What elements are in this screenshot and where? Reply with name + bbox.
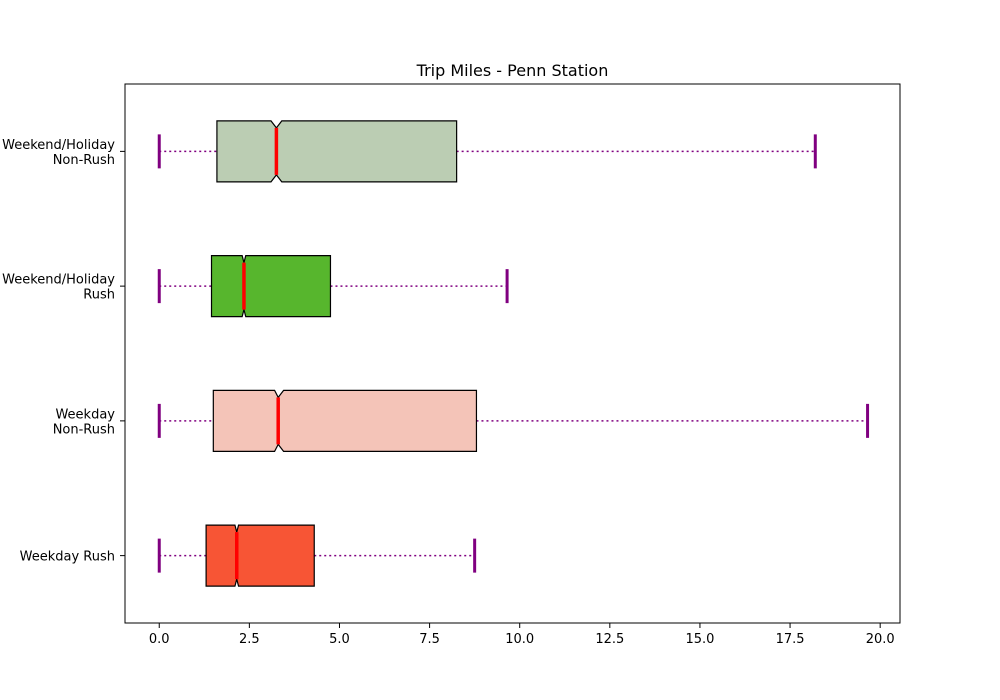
x-tick-label: 10.0 bbox=[505, 632, 534, 647]
box-group bbox=[157, 255, 509, 318]
x-tick-label: 2.5 bbox=[239, 632, 260, 647]
x-tick-label: 12.5 bbox=[595, 632, 624, 647]
chart-title: Trip Miles - Penn Station bbox=[416, 61, 609, 80]
y-tick-label-line: Non-Rush bbox=[53, 153, 115, 168]
y-tick-label: Weekday Non-Rush bbox=[53, 407, 116, 437]
y-tick-label: Weekend/Holiday Rush bbox=[2, 273, 115, 303]
y-tick-label: Weekday Rush bbox=[20, 550, 115, 565]
x-tick-label: 0.0 bbox=[149, 632, 170, 647]
box bbox=[205, 524, 315, 587]
y-tick-label: Weekend/Holiday Non-Rush bbox=[2, 138, 115, 168]
x-tick-label: 7.5 bbox=[419, 632, 440, 647]
box-group bbox=[157, 389, 870, 452]
y-tick-label-line: Non-Rush bbox=[53, 422, 115, 437]
plot-frame bbox=[124, 83, 901, 624]
box bbox=[212, 389, 478, 452]
y-tick-label-line: Weekend/Holiday bbox=[2, 138, 115, 153]
x-tick-label: 5.0 bbox=[329, 632, 350, 647]
plot-area bbox=[157, 120, 870, 587]
x-tick-label: 20.0 bbox=[866, 632, 895, 647]
box bbox=[210, 255, 332, 318]
box-group bbox=[157, 524, 477, 587]
box bbox=[216, 120, 458, 183]
y-tick-label-line: Weekday Rush bbox=[20, 550, 115, 565]
y-tick-label-line: Rush bbox=[83, 288, 115, 303]
y-tick-label-line: Weekend/Holiday bbox=[2, 273, 115, 288]
x-tick-label: 17.5 bbox=[776, 632, 805, 647]
x-tick-label: 15.0 bbox=[685, 632, 714, 647]
box-group bbox=[157, 120, 817, 183]
y-tick-label-line: Weekday bbox=[55, 407, 115, 422]
x-axis: 0.0 2.5 5.0 7.5 10.0 12.5 15.0 17.5 20.0 bbox=[149, 623, 895, 647]
